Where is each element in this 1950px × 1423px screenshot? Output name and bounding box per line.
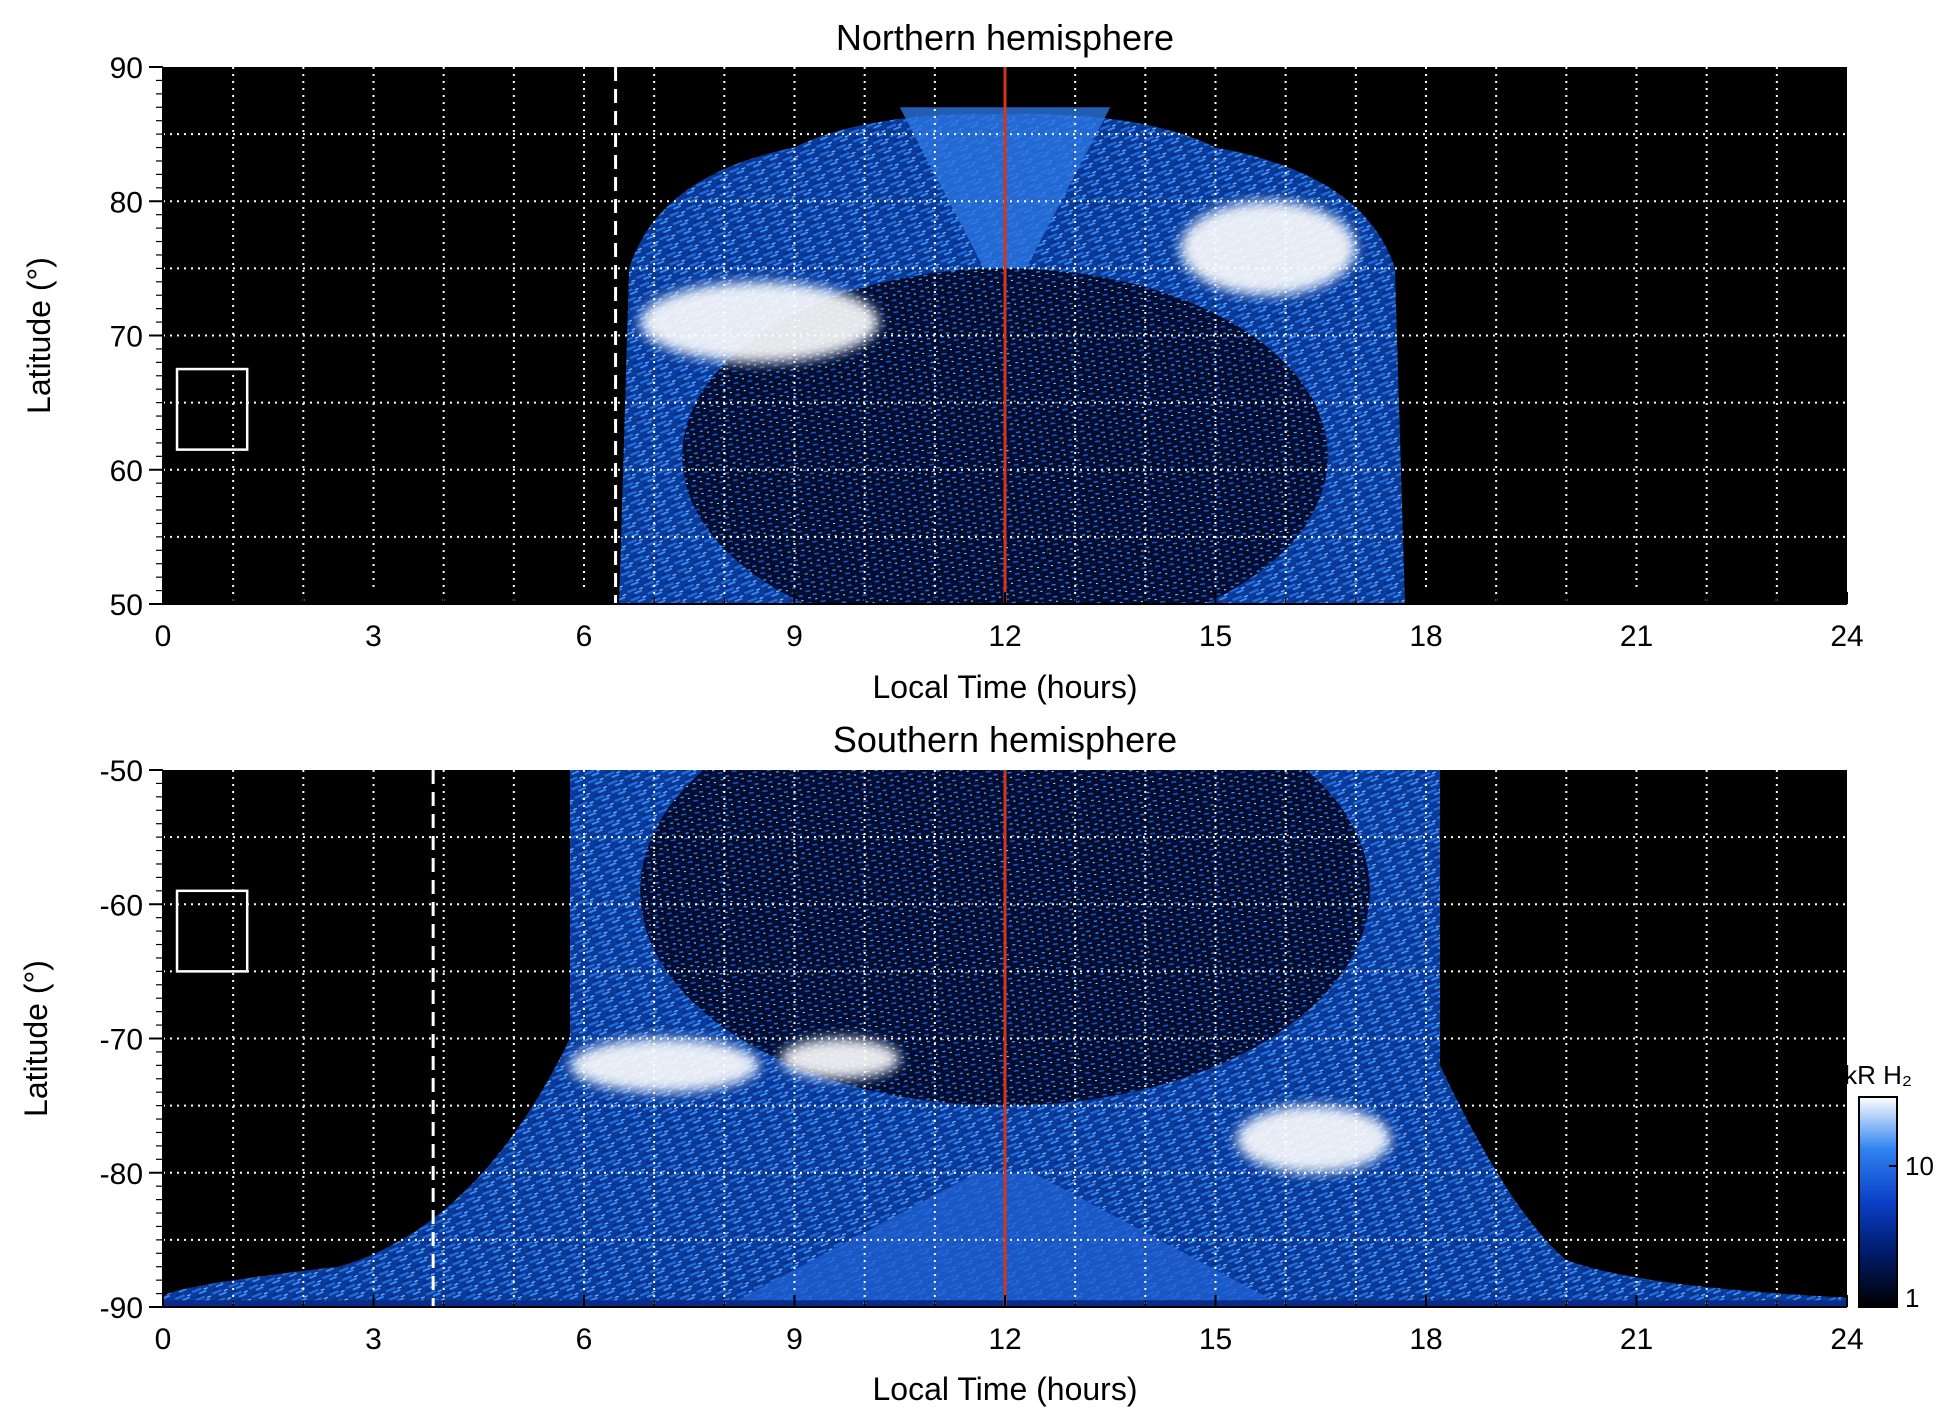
y-tick-label: -60 — [100, 889, 143, 922]
x-tick-label: 15 — [1199, 620, 1232, 653]
x-tick-label: 24 — [1830, 620, 1863, 653]
x-tick-label: 12 — [988, 1323, 1021, 1356]
x-tick-label: 21 — [1620, 620, 1653, 653]
bright-aurora-1 — [569, 1038, 760, 1093]
y-axis-label: Latitude (°) — [21, 257, 57, 414]
y-tick-label: -80 — [100, 1158, 143, 1191]
panel-south: 0 3 6 9 12 15 18 21 24 -50 -60 -70 -80 -90 Southern he… — [18, 719, 1864, 1407]
panel-title: Northern hemisphere — [836, 17, 1174, 58]
colorbar-label: kR H₂ — [1844, 1060, 1912, 1090]
colorbar-gradient — [1858, 1096, 1898, 1308]
x-tick-label: 9 — [786, 1323, 803, 1356]
reference-box — [175, 889, 249, 973]
y-tick-label: -90 — [100, 1292, 143, 1325]
x-tick-label: 15 — [1199, 1323, 1232, 1356]
y-tick-label: 90 — [110, 52, 143, 85]
x-tick-label: 0 — [155, 1323, 172, 1356]
bright-aurora-2 — [1180, 201, 1356, 296]
x-axis-label: Local Time (hours) — [873, 1371, 1138, 1407]
x-axis-label: Local Time (hours) — [873, 669, 1138, 705]
colorbar-tick-label-1: 1 — [1905, 1283, 1919, 1313]
bright-aurora-1 — [640, 281, 879, 363]
x-tick-label: 18 — [1409, 1323, 1442, 1356]
x-tick-label: 3 — [365, 1323, 382, 1356]
colorbar: kR H₂ 10 1 — [1844, 1060, 1934, 1313]
x-tick-label: 0 — [155, 620, 172, 653]
emission-map — [619, 107, 1405, 604]
y-tick-label: 60 — [110, 455, 143, 488]
x-tick-label: 21 — [1620, 1323, 1653, 1356]
x-tick-label: 9 — [786, 620, 803, 653]
y-tick-label: -70 — [100, 1024, 143, 1057]
y-axis-label: Latitude (°) — [18, 960, 54, 1117]
x-tick-label: 6 — [576, 620, 593, 653]
y-tick-label: 50 — [110, 589, 143, 622]
x-tick-label: 18 — [1409, 620, 1442, 653]
panel-north: 0 3 6 9 12 15 18 21 24 50 60 70 80 90 Northern hemisph… — [21, 17, 1864, 705]
y-tick-label: 70 — [110, 321, 143, 354]
bright-aurora-2 — [780, 1038, 900, 1079]
x-tick-label: 12 — [988, 620, 1021, 653]
x-tick-label: 24 — [1830, 1323, 1863, 1356]
x-tick-label: 3 — [365, 620, 382, 653]
bright-aurora-3 — [1236, 1105, 1391, 1173]
y-tick-label: 80 — [110, 186, 143, 219]
colorbar-tick-label-10: 10 — [1905, 1151, 1934, 1181]
x-tick-label: 6 — [576, 1323, 593, 1356]
reference-box — [175, 367, 249, 451]
y-tick-label: -50 — [100, 755, 143, 788]
panel-title: Southern hemisphere — [833, 719, 1177, 760]
